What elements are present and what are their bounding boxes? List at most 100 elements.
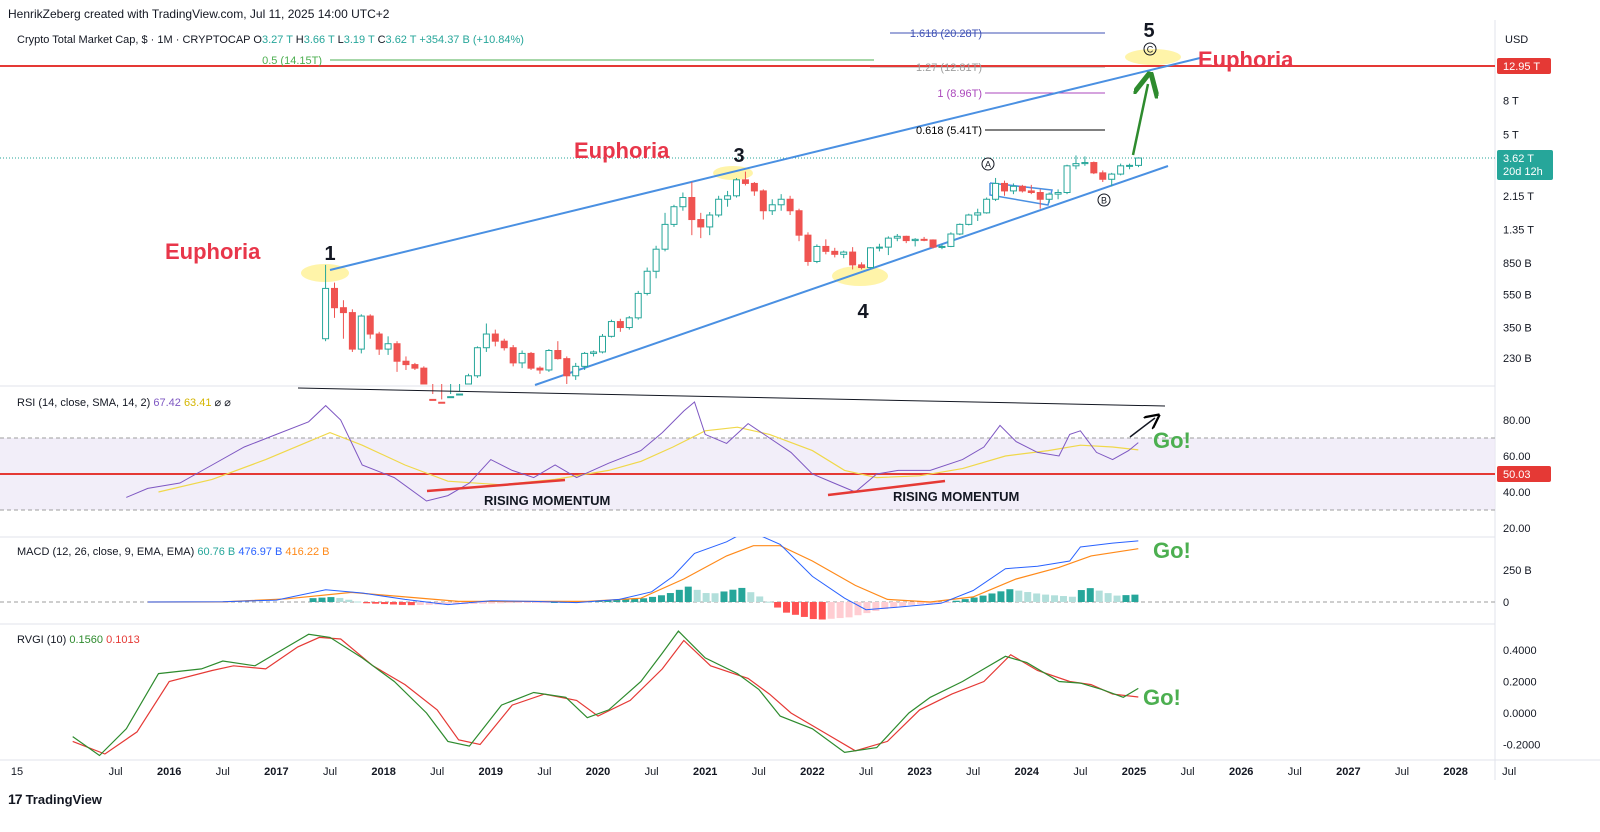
candle-body [1063,165,1071,194]
candle-body [1081,162,1089,165]
macd-histogram-bar [684,586,692,602]
macd-histogram-bar [800,602,808,617]
candle-body [938,245,946,248]
macd-histogram-bar [818,602,826,620]
candle-body [1009,185,1017,192]
candle-body [491,333,499,342]
candle-body [482,333,490,349]
candle-body [500,340,508,349]
macd-histogram-bar [309,598,317,602]
macd-histogram-bar [917,602,925,605]
time-axis-tick: 2026 [1229,766,1253,778]
candle-body [652,248,660,272]
macd-axis-tick: 250 B [1503,565,1532,577]
candle-body [965,214,973,225]
macd-histogram-bar [863,602,871,614]
rvgi-axis-tick: 0.4000 [1503,645,1537,657]
macd-histogram-bar [774,602,782,608]
candle-body [1018,185,1026,192]
candle-body [947,233,955,247]
macd-histogram-bar [523,602,531,603]
macd-line [147,537,1139,611]
momentum-line [426,478,566,493]
candle-body [518,352,526,364]
candle-body [1135,157,1142,166]
peak-highlight [832,266,888,286]
macd-histogram-bar [1024,592,1032,602]
macd-histogram-bar [1095,590,1103,602]
candle-body [456,393,464,396]
candle-body [393,343,401,362]
price-axis-tick: 1.35 T [1503,225,1534,237]
time-axis-tick: Jul [216,766,230,778]
rsi-ma-line [158,426,1139,493]
tv-brand-label: TradingView [25,791,102,807]
candle-body [366,315,374,335]
candle-body [983,198,991,214]
macd-histogram-bar [640,598,648,602]
rsi-axis-tick: 60.00 [1503,451,1531,463]
candle-body [1090,162,1098,174]
macd-histogram-bar [809,602,817,620]
candle-body [572,365,580,377]
candle-body [992,182,1000,200]
macd-histogram-bar [372,602,380,604]
rsi-axis-tick: 20.00 [1503,523,1531,535]
price-axis-tick: 550 B [1503,290,1532,302]
rsi-legend: RSI (14, close, SMA, 14, 2) 67.42 63.41 … [17,397,231,409]
wave-label: 5 [1143,20,1154,42]
candle-body [750,182,758,192]
candle-body [402,360,410,366]
rsi-level-tag [1497,466,1551,482]
macd-histogram-bar [470,602,478,604]
macd-axis-tick: 0 [1503,597,1509,609]
time-axis-tick: 2016 [157,766,181,778]
macd-histogram-bar [997,591,1005,602]
candle-body [411,364,419,369]
price-axis-tick: 2.15 T [1503,191,1534,203]
macd-histogram-bar [363,602,371,604]
rsi-divergence-line [297,387,1166,407]
rvgi-axis-tick: 0.2000 [1503,677,1537,689]
wave-label: 3 [733,145,744,167]
tradingview-logo[interactable]: 17 TradingView [8,791,102,807]
macd-histogram-bar [318,597,326,602]
euphoria-label: Euphoria [1198,47,1294,72]
subwave-label: C [1147,45,1154,55]
price-axis-tick: 230 B [1503,353,1532,365]
macd-histogram-bar [345,599,353,602]
resistance-price-tag [1497,58,1551,74]
macd-lines [147,537,1139,611]
candle-body [339,307,347,314]
go-label: Go! [1143,685,1181,710]
macd-histogram-bar [747,592,755,602]
candle-body [1001,182,1008,192]
candle-body [706,214,714,228]
macd-histogram-bar [541,602,549,603]
macd-histogram-bar [622,599,630,602]
time-axis-tick: Jul [752,766,766,778]
candle-body [420,367,428,385]
euphoria-label: Euphoria [165,239,261,264]
macd-histogram-bar [836,602,844,619]
fib-label: 1 (8.96T) [937,88,982,100]
time-axis-tick: 2019 [479,766,503,778]
candle-body [813,245,821,262]
candle-body [724,195,732,200]
fib-label: 1.618 (20.28T) [910,28,982,40]
candle-body [536,367,544,371]
candle-body [563,358,571,377]
macd-histogram-bar [1015,590,1023,602]
macd-histogram-bar [657,595,665,602]
macd-histogram-bar [961,599,969,602]
candle-body [509,347,517,364]
candle-body [599,335,606,353]
rsi-axis-tick: 80.00 [1503,415,1531,427]
macd-histogram-bar [416,602,424,605]
projection-arrow [1131,84,1148,156]
macd-histogram-bar [381,602,389,605]
macd-histogram-bar [336,597,344,602]
candle-body [375,333,383,350]
candle-body [465,375,472,385]
